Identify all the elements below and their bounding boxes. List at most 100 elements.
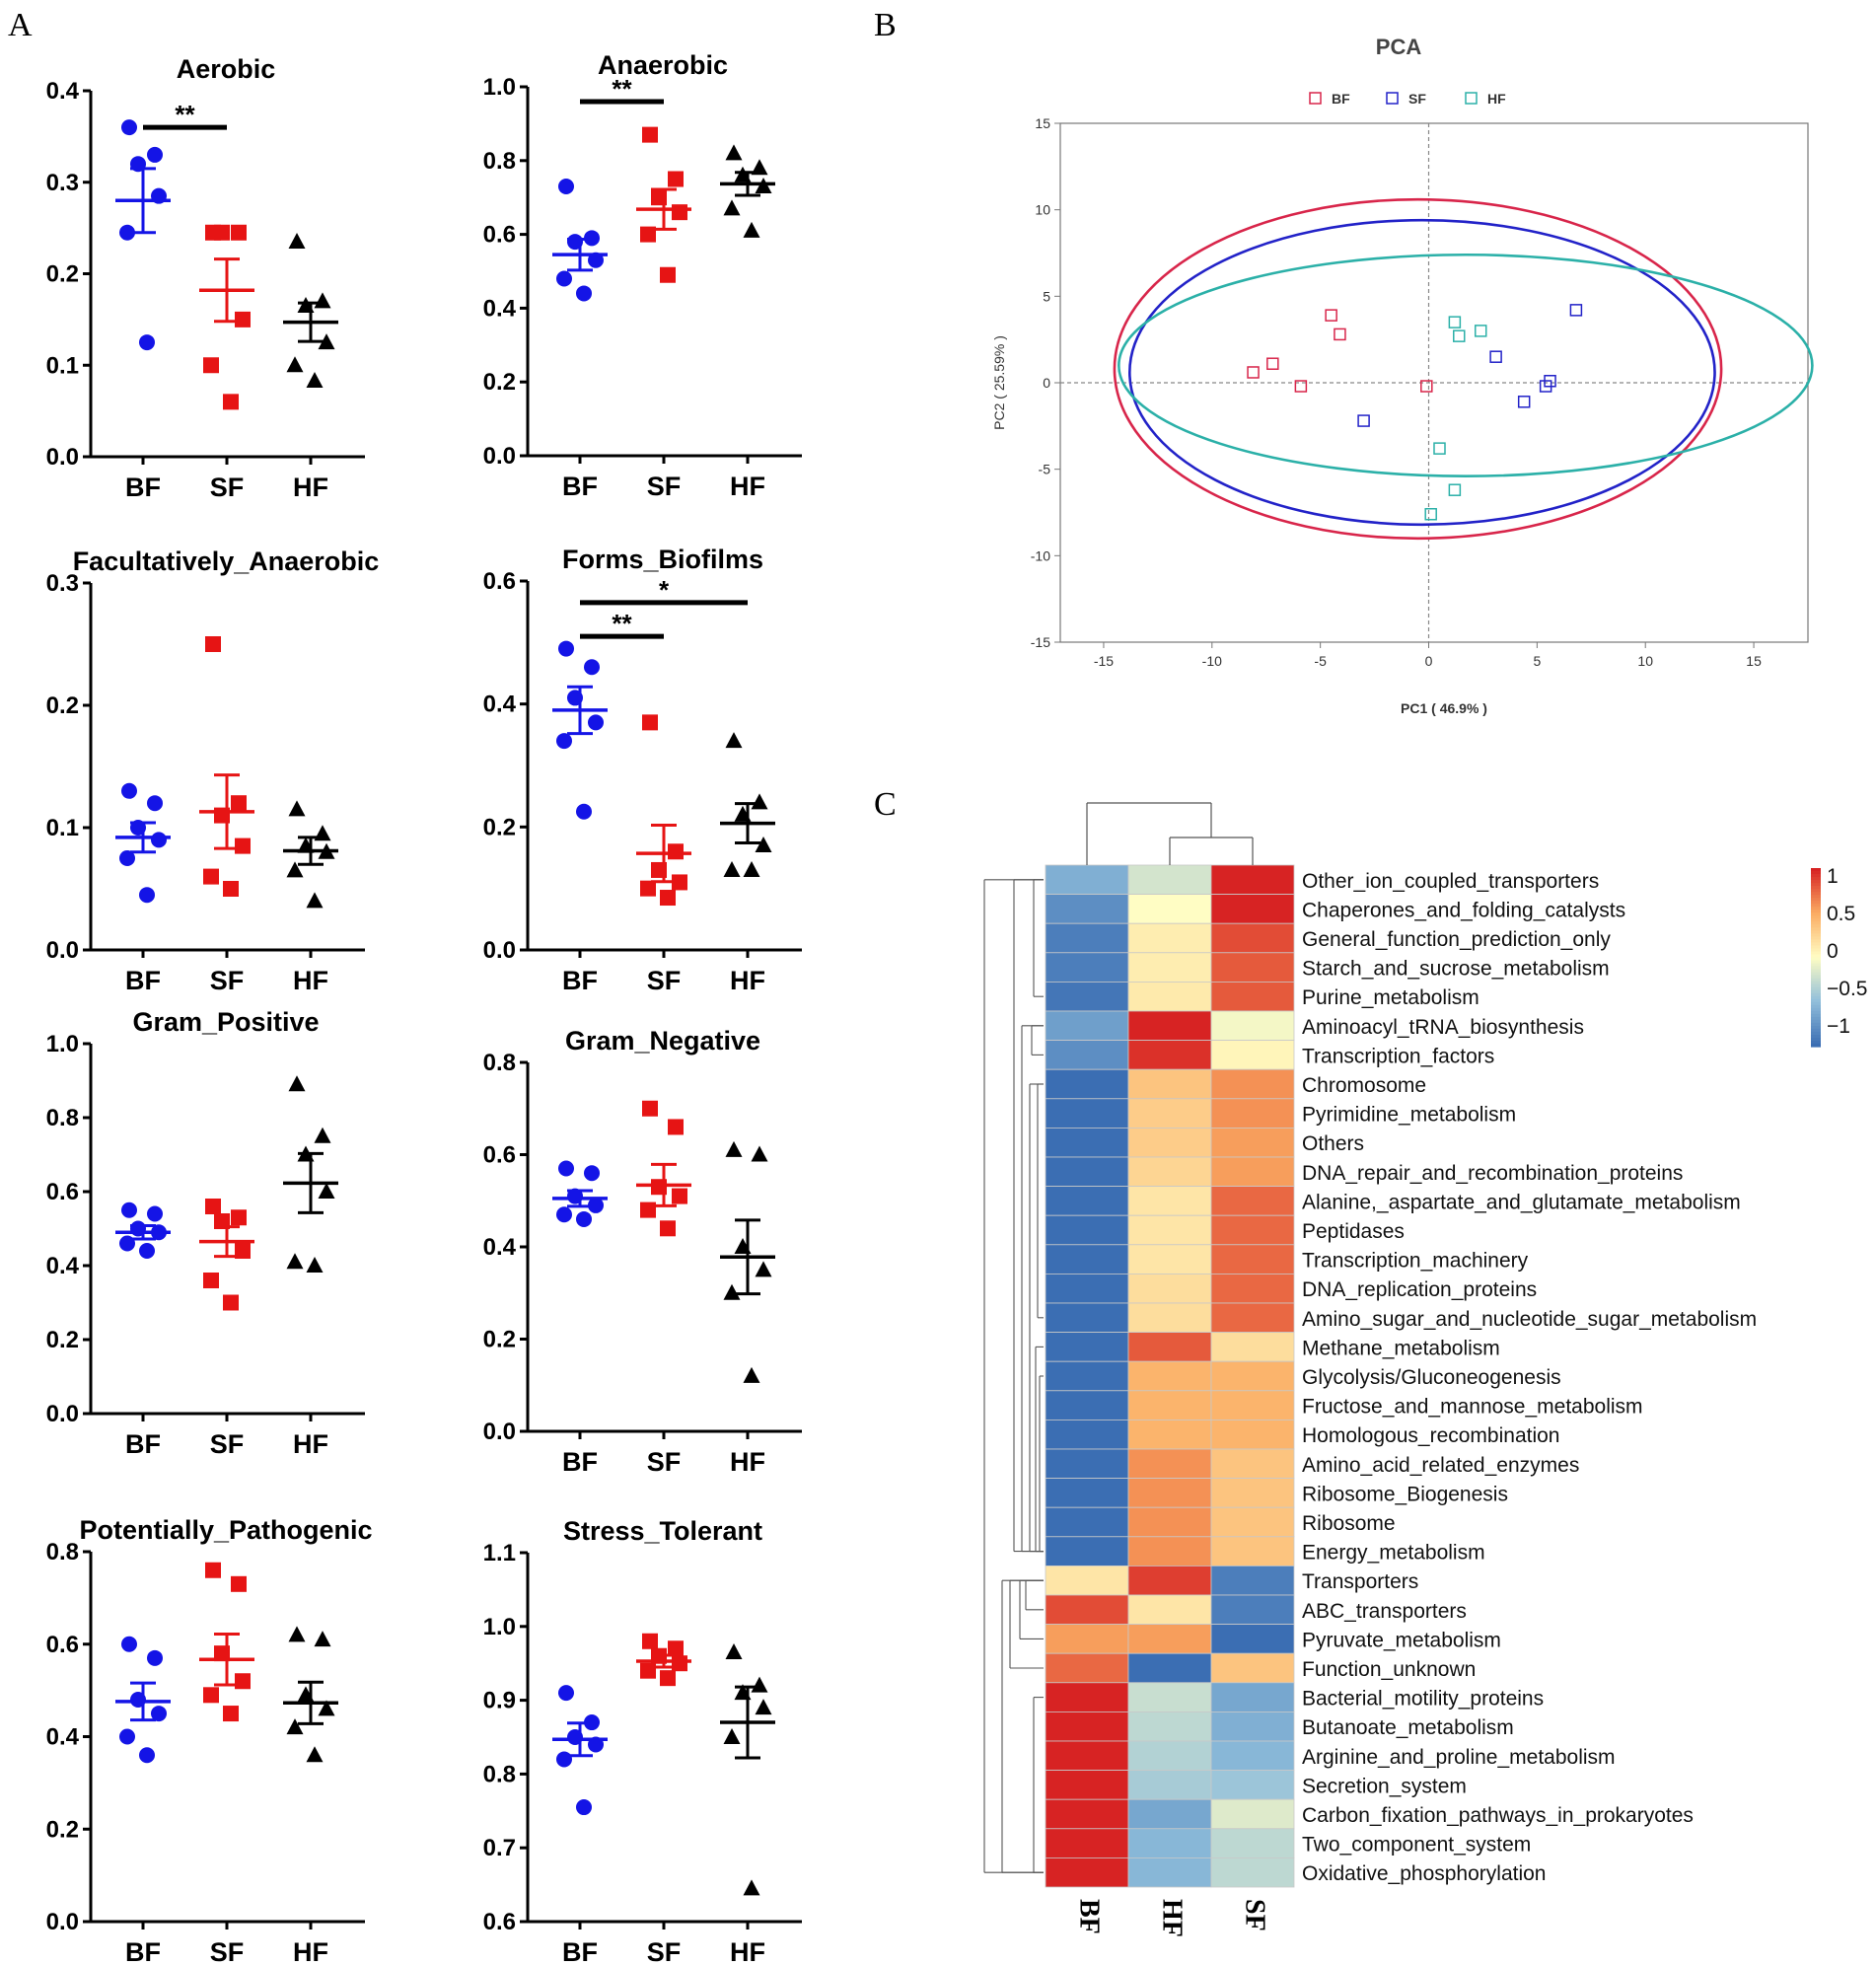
heatmap-cell [1210,1624,1295,1654]
x-tick-label-bf: BF [562,1447,598,1477]
x-tick-label: 5 [1533,653,1541,669]
data-point-sf [235,1243,251,1259]
heatmap-cell [1210,1566,1295,1596]
x-tick-label-sf: SF [210,966,245,995]
colour-scale-segment [1811,978,1821,983]
colour-scale-segment [1811,963,1821,968]
data-point-hf [306,1257,324,1273]
data-point-sf [668,171,684,187]
colour-scale-segment [1811,960,1821,965]
data-point-sf [668,1640,684,1657]
y-tick-label: 1.1 [483,1540,516,1566]
colour-scale-segment [1811,868,1821,872]
y-tick-label: 0.2 [46,261,79,288]
data-point-hf [314,1127,331,1143]
colour-scale-segment [1811,975,1821,980]
data-point-sf [640,1662,656,1679]
pca-point-bf [1294,380,1308,393]
legend-label-sf: SF [1408,91,1426,107]
data-point-bf [139,334,155,351]
heatmap-row-label: Ribosome [1302,1512,1396,1535]
heatmap-cell [1045,894,1129,924]
heatmap-row-label: Chromosome [1302,1074,1426,1097]
pca-point-hf [1433,442,1446,455]
x-tick-label-hf: HF [730,966,765,995]
data-point-sf [660,890,676,907]
data-point-bf [147,795,163,812]
heatmap-cell [1127,1360,1212,1392]
data-point-sf [235,837,251,854]
y-tick-label: 0.9 [483,1688,516,1714]
x-tick-label: 10 [1637,653,1653,669]
heatmap-cell [1045,1186,1129,1216]
data-point-hf [723,1283,741,1300]
heatmap-cell [1045,1536,1129,1566]
data-point-hf [725,1140,743,1157]
y-tick-label: 0.8 [483,148,516,175]
heatmap-row-label: Transcription_factors [1302,1045,1494,1067]
colour-scale-segment [1811,898,1821,902]
data-point-sf [205,1199,221,1214]
data-point-hf [751,1145,768,1162]
colour-scale-segment [1811,871,1821,875]
y-tick-label: 0.4 [483,1234,517,1261]
data-point-bf [119,224,135,241]
heatmap-cell [1045,1594,1129,1626]
heatmap-cell [1127,1740,1212,1772]
y-tick-label: 0.0 [483,937,516,964]
colour-scale-segment [1811,1025,1821,1030]
x-axis-label: PC1 ( 46.9% ) [1401,700,1487,716]
data-point-sf [205,636,221,652]
heatmap-row-label: Others [1302,1132,1364,1155]
pca-point-bf [1420,380,1433,393]
colour-scale-segment [1811,1004,1821,1009]
heatmap-row-label: Starch_and_sucrose_metabolism [1302,958,1610,981]
heatmap-row-label: Energy_metabolism [1302,1542,1485,1565]
heatmap-cell [1127,1068,1212,1100]
heatmap-cell [1045,952,1129,983]
data-point-bf [139,887,155,904]
dot-plot-facultatively-anaerobic: Facultatively_Anaerobic 0.0 0.1 0.2 0.3 BF SF H… [46,546,380,995]
heatmap-cell [1127,1186,1212,1216]
data-point-bf [119,1728,135,1745]
colour-scale-segment [1811,1034,1821,1039]
y-tick-label: 15 [1035,115,1050,131]
panel-label-c: C [874,786,897,823]
heatmap-column-label-sf: SF [1240,1899,1270,1931]
plot-title: Facultatively_Anaerobic [73,546,380,576]
y-tick-label: 0.2 [483,1327,516,1353]
heatmap-cell [1210,1448,1295,1480]
heatmap-cell [1045,1448,1129,1480]
heatmap-row-label: General_function_prediction_only [1302,928,1611,951]
heatmap-row-label: Bacterial_motility_proteins [1302,1688,1544,1711]
x-tick-label-bf: BF [125,473,161,502]
significance-label: * [659,575,670,605]
heatmap-cell [1210,1302,1295,1334]
plot-title: Anaerobic [598,50,728,80]
heatmap-cell [1127,1652,1212,1684]
x-tick-label-hf: HF [730,472,765,501]
heatmap-cell [1127,1448,1212,1480]
y-tick-label: 0.8 [483,1050,516,1076]
y-tick-label: 0.0 [46,1401,79,1427]
data-point-bf [576,803,592,820]
colour-scale-segment [1811,948,1821,953]
colour-scale-segment [1811,1019,1821,1024]
y-axis-label: PC2 ( 25.59% ) [991,335,1007,430]
y-tick-label: 0.8 [483,1761,516,1787]
heatmap-cell [1045,1360,1129,1392]
dot-plot-potentially-pathogenic: Potentially_Pathogenic 0.0 0.2 0.4 0.6 0.8 BF S… [46,1515,373,1966]
data-point-hf [306,372,324,389]
heatmap-cell [1210,1828,1295,1858]
heatmap-cell [1210,1652,1295,1684]
heatmap-row-label: Purine_metabolism [1302,986,1479,1009]
heatmap-cell [1210,1740,1295,1772]
heatmap-cell [1127,982,1212,1012]
pca-point-hf [1448,483,1462,496]
plot-title: Forms_Biofilms [562,545,763,574]
data-point-bf [556,270,572,287]
confidence-ellipse-hf [1118,253,1814,477]
data-point-bf [121,1636,137,1652]
heatmap-cell [1045,864,1129,896]
y-tick-label: 0.6 [46,1632,79,1658]
